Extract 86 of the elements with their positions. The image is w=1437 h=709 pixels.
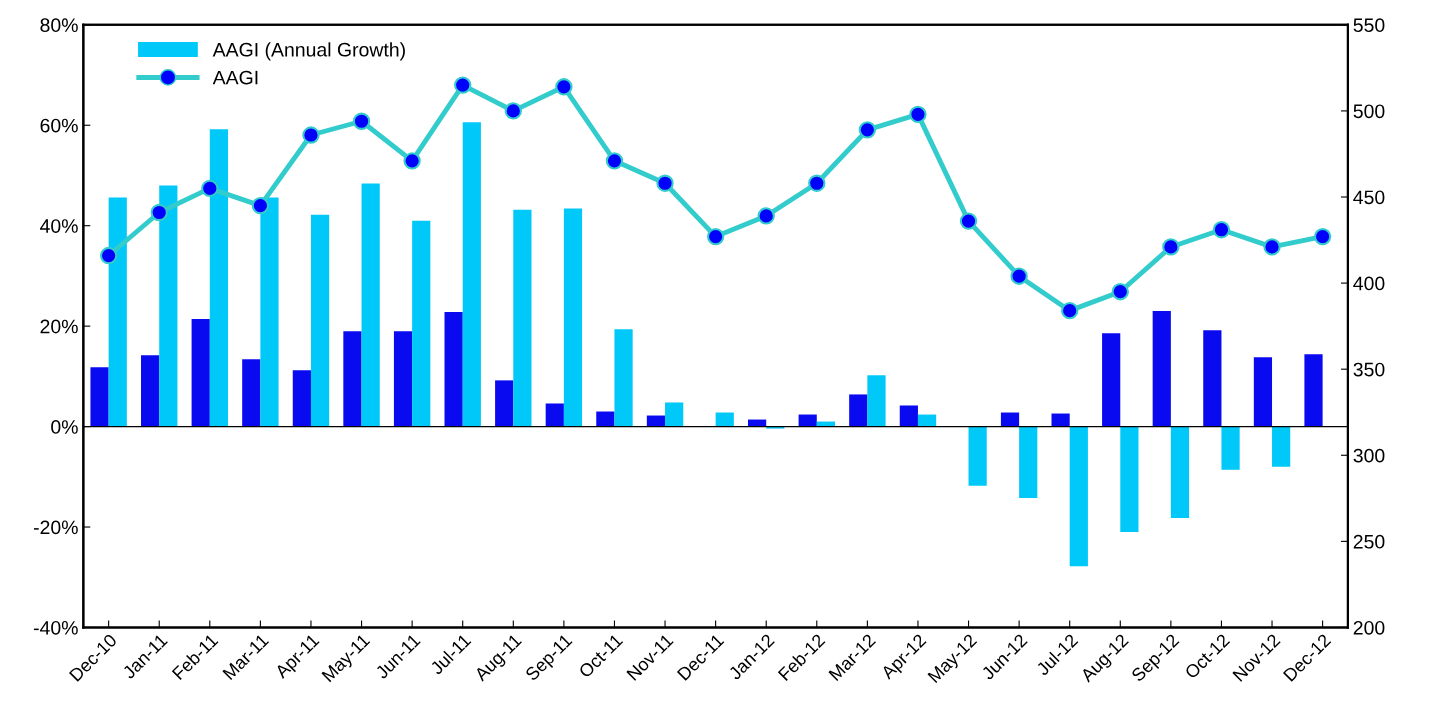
bar (343, 331, 362, 427)
bar (563, 208, 583, 427)
bar (412, 220, 431, 427)
bar (1000, 412, 1020, 427)
bar (513, 209, 532, 427)
y-tick-label: 20% (40, 319, 78, 334)
y2-tick-label: 400 (1353, 276, 1385, 291)
point (504, 102, 522, 120)
bar (495, 380, 514, 427)
bar (108, 197, 127, 427)
legend-label: AAGI (212, 70, 258, 85)
bar (899, 405, 918, 427)
bar (1253, 357, 1273, 427)
point (150, 203, 168, 222)
y-tick-label: 40% (40, 219, 78, 233)
point (1212, 221, 1231, 239)
point (909, 105, 927, 124)
point (201, 179, 219, 198)
legend-label: AAGI (Annual Growth) (212, 42, 405, 61)
y2-tick-label: 550 (1353, 18, 1385, 33)
bar (1203, 330, 1222, 427)
bar (1152, 311, 1171, 427)
y-tick-label: -40% (33, 620, 78, 635)
point (454, 76, 472, 94)
bar (867, 375, 886, 427)
y2-tick-label: 350 (1353, 362, 1385, 377)
bar (545, 403, 564, 427)
bar (614, 329, 633, 427)
point (99, 246, 118, 265)
y2-tick-label: 500 (1353, 104, 1385, 119)
bar (1272, 426, 1291, 467)
y2-tick-label: 250 (1353, 534, 1385, 549)
bar (917, 414, 937, 427)
bar (715, 412, 734, 427)
bar (1221, 426, 1240, 470)
point (251, 196, 270, 215)
point (656, 174, 674, 192)
bar (968, 426, 987, 486)
y2-tick-label: 450 (1353, 190, 1385, 205)
y-tick-label: 60% (40, 118, 78, 133)
y2-tick-label: 300 (1353, 448, 1385, 463)
y-tick-label: -20% (33, 520, 78, 535)
bar (1051, 413, 1070, 427)
point (858, 121, 877, 139)
bar (1120, 426, 1139, 533)
bar (393, 331, 413, 427)
point (555, 78, 573, 96)
bar (1304, 354, 1323, 427)
point (757, 207, 775, 225)
point (808, 174, 826, 192)
point (1111, 283, 1129, 301)
bar (141, 355, 160, 427)
bar (159, 185, 178, 427)
point (302, 126, 320, 144)
bar (1069, 426, 1088, 567)
bar (462, 122, 481, 427)
bar (310, 214, 330, 427)
y-tick-label: 80% (40, 18, 78, 33)
bar (665, 402, 684, 427)
bar (849, 394, 868, 427)
bar (260, 197, 279, 427)
bar (292, 370, 311, 427)
bar (361, 183, 380, 427)
point (959, 212, 978, 230)
bar (1170, 426, 1190, 518)
point (706, 227, 725, 246)
point (1263, 238, 1281, 256)
bar (646, 415, 666, 427)
bar (798, 414, 817, 427)
bar (444, 312, 463, 427)
point (1313, 227, 1332, 246)
bar (1019, 426, 1038, 498)
bar (209, 129, 229, 427)
bar (242, 359, 261, 427)
y2-tick-label: 200 (1353, 620, 1385, 635)
bar (1102, 333, 1121, 427)
point (352, 112, 371, 130)
point (605, 152, 624, 170)
bar (596, 411, 615, 427)
y-tick-label: 0% (51, 420, 78, 434)
point (1162, 238, 1180, 256)
bar (90, 367, 109, 427)
point (403, 152, 421, 170)
point (1010, 267, 1028, 285)
bar (191, 319, 210, 427)
point (1061, 301, 1079, 320)
